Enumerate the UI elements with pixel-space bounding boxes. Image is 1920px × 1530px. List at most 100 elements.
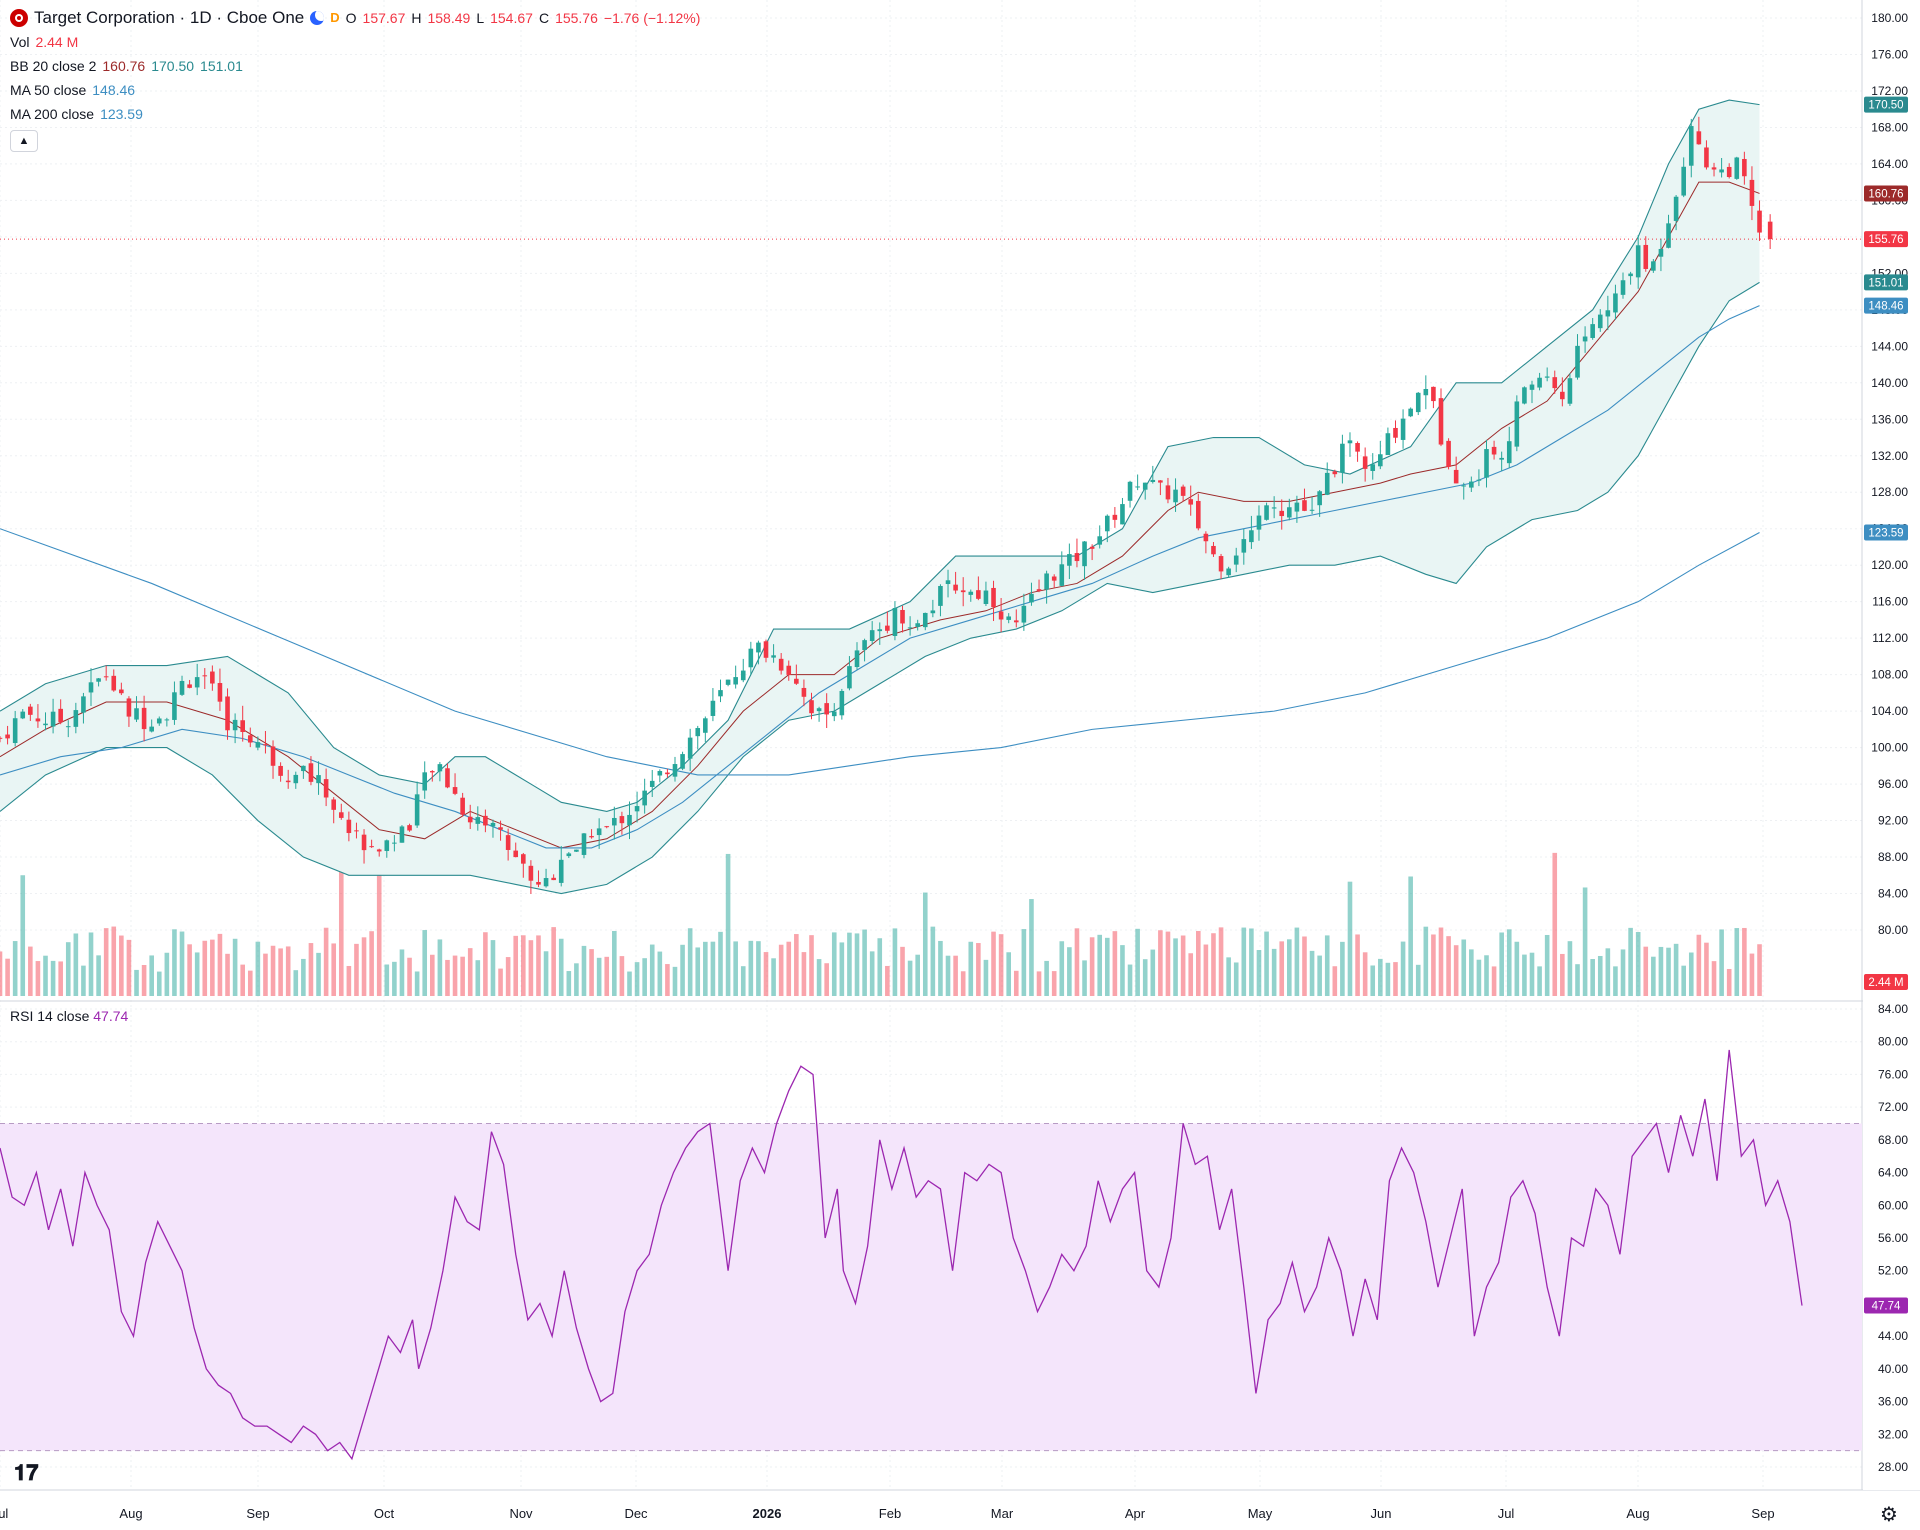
price-tick-label: 92.00 [1878,814,1908,828]
candle-body [1415,392,1421,413]
volume-bar [1757,944,1762,996]
volume-bar [1324,935,1330,996]
price-tick-label: 84.00 [1878,887,1908,901]
volume-bar [1340,941,1345,996]
price-badge: 123.59 [1868,527,1903,539]
last-candle-body [1767,221,1773,240]
ohlc-close: 155.76 [555,10,598,26]
volume-bar [1287,939,1292,996]
price-tick-label: 172.00 [1871,84,1908,98]
candle-body [794,678,799,684]
candle-body [225,696,230,731]
vol-value: 2.44 M [35,34,79,50]
volume-badge: 2.44 M [1868,977,1903,989]
price-badge-bg [1864,96,1908,113]
volume-bar [1013,970,1019,996]
volume-bar [1097,934,1103,996]
price-tick-label: 108.00 [1871,668,1908,682]
volume-bar [270,945,276,996]
volume-bar [847,932,852,996]
volume-bar [786,941,792,996]
time-tick-label: Jul [0,1506,8,1521]
volume-bar [1150,949,1156,996]
candle-body [649,780,655,787]
candle-body [1036,589,1042,592]
rsi-legend[interactable]: RSI 14 close 47.74 [10,1008,128,1024]
candle-body [1158,480,1163,483]
rsi-tick-label: 64.00 [1878,1166,1908,1180]
candle-body [930,610,936,614]
time-axis[interactable]: Jul Aug Sep Oct Nov Dec 2026 Feb Mar Apr May Jun Jul… [0,1506,1775,1521]
volume-bar [566,971,572,996]
candle-body [1067,554,1072,566]
ohlc-close-label: C [538,10,550,26]
symbol-row[interactable]: Target Corporation · 1D · Cboe One D O 15… [10,6,700,30]
candle-body [763,641,769,658]
candle-body [156,718,162,724]
candle-body [1256,515,1262,530]
bollinger-bands [0,99,1760,895]
volume-legend[interactable]: Vol 2.44 M [10,30,700,54]
gear-icon[interactable]: ⚙ [1880,1504,1898,1526]
candle-body [740,670,746,681]
volume-badge-bg [1864,974,1908,990]
volume-bar [1347,881,1353,996]
candle-body [665,772,670,775]
rsi-tick-label: 68.00 [1878,1133,1908,1147]
candle-body [1423,388,1429,396]
candle-body [953,584,958,591]
candle-body [505,835,511,850]
volume-bar [194,952,200,996]
candle-body [1013,620,1019,623]
ma50-label: MA 50 close [10,82,87,98]
symbol-title[interactable]: Target Corporation · 1D · Cboe One [34,8,305,27]
candle-body [1180,486,1186,496]
volume-bar [809,935,814,996]
time-tick-label: Mar [991,1506,1014,1521]
volume-bar [316,952,321,996]
volume-bar [983,959,989,996]
candle-body [1332,471,1338,475]
collapse-legend-button[interactable]: ▲ [10,130,38,152]
price-badge: 170.50 [1868,100,1903,112]
candle-body [1340,443,1345,473]
volume-bar [1218,927,1224,996]
candle-body [1666,223,1671,248]
candle-body [1484,449,1489,478]
candle-body [854,650,860,668]
candle-body [1734,157,1740,179]
volume-bar [1734,928,1740,996]
candle-body [915,623,920,627]
bb-legend[interactable]: BB 20 close 2 160.76 170.50 151.01 [10,54,700,78]
volume-bar [869,951,875,996]
price-axis[interactable]: 180.00176.00172.00168.00164.00160.00156.… [1863,0,1920,1490]
bb-upper-line [0,99,1760,813]
volume-bar [1529,952,1535,996]
ohlc-change: −1.76 (−1.12%) [603,10,701,26]
volume-bar [589,949,594,996]
volume-bar [1620,949,1626,996]
ma50-line [0,305,1760,849]
candle-body [422,772,428,791]
moving-averages [0,305,1760,849]
candle-body [771,655,776,658]
volume-bar [816,959,822,996]
candle-body [232,719,238,731]
volume-bar [1681,965,1686,996]
time-tick-label: Dec [624,1506,648,1521]
tradingview-logo-icon[interactable]: 𝟏𝟕 [14,1460,39,1485]
ma200-legend[interactable]: MA 200 close 123.59 [10,102,700,126]
volume-bar [376,874,382,996]
candle-body [1514,401,1520,447]
volume-bar [369,931,374,996]
volume-bar [399,949,405,996]
volume-bar [1590,959,1595,996]
ma50-legend[interactable]: MA 50 close 148.46 [10,78,700,102]
volume-bar [429,954,435,996]
candle-body [1271,507,1277,509]
price-tick-label: 100.00 [1871,741,1908,755]
candle-body [801,687,807,697]
candle-body [1453,469,1459,484]
volume-bars [0,852,1762,996]
